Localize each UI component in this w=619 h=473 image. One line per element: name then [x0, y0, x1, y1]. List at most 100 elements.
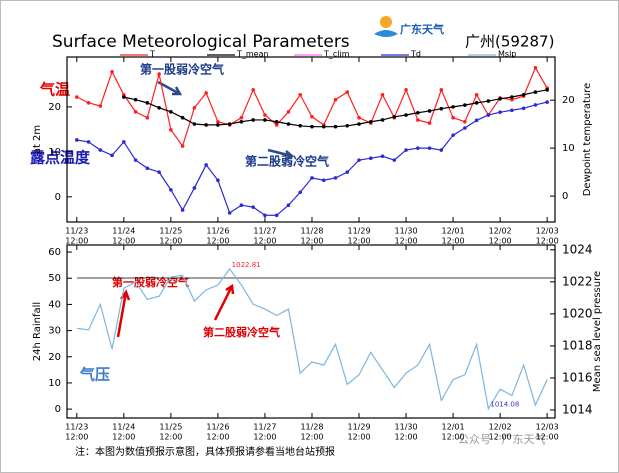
point: [510, 97, 514, 102]
point: [404, 113, 408, 117]
point: [392, 114, 397, 119]
x-tick-sublabel: 12:00: [536, 433, 559, 442]
note: 气压: [79, 366, 110, 384]
point: [345, 123, 350, 128]
x-tick-label: 11/29: [347, 423, 370, 432]
point: [192, 122, 197, 126]
plot-frame: [66, 56, 556, 223]
y2-tick-label: 10: [562, 143, 575, 154]
point: [274, 123, 279, 127]
y-axis-label: at 2m: [32, 125, 43, 154]
x-tick-label: 11/30: [395, 227, 418, 236]
point: [416, 118, 420, 122]
point: [263, 113, 267, 117]
point: [321, 124, 326, 129]
point: [333, 176, 338, 180]
point: [145, 101, 150, 105]
legend-label: T_clim: [323, 50, 350, 59]
x-tick-label: 11/24: [112, 227, 135, 236]
point: [310, 114, 314, 119]
point: [474, 118, 479, 123]
point: [380, 154, 385, 159]
y-axis-label: 24h Rainfall: [32, 302, 43, 361]
note: 第二股弱冷空气: [203, 325, 280, 339]
point: [239, 203, 244, 208]
x-tick-label: 11/28: [300, 423, 323, 432]
point: [86, 140, 91, 144]
x-tick-sublabel: 12:00: [489, 433, 512, 442]
point: [357, 122, 361, 126]
y2-axis-label: Mean sea level pressure: [592, 271, 603, 392]
x-tick-label: 11/25: [159, 423, 182, 432]
footer: 注：本图为数值预报示意图，具体预报请参看当地台站预报: [75, 445, 335, 458]
x-tick-label: 11/26: [206, 227, 229, 236]
x-tick-sublabel: 12:00: [159, 237, 182, 246]
point: [404, 148, 408, 152]
x-tick-sublabel: 12:00: [300, 433, 323, 442]
y-tick-label: 0: [55, 192, 61, 203]
point: [180, 115, 185, 120]
point: [392, 158, 397, 162]
x-tick-label: 12/03: [536, 423, 559, 432]
point: [510, 95, 514, 99]
x-tick-label: 11/23: [65, 227, 88, 236]
point: [357, 115, 361, 120]
plot-frame: [66, 244, 556, 419]
point: [298, 92, 303, 97]
point: [533, 90, 538, 94]
x-tick-sublabel: 12:00: [159, 433, 182, 442]
legend-label: Td: [410, 50, 421, 59]
x-tick-sublabel: 12:00: [489, 237, 512, 246]
point: [474, 101, 479, 105]
point: [333, 124, 338, 129]
point: [310, 176, 314, 180]
point: [286, 110, 291, 114]
logo-icon: [374, 16, 398, 37]
point: [98, 104, 103, 108]
x-tick-sublabel: 12:00: [536, 237, 559, 246]
x-tick-sublabel: 12:00: [65, 433, 88, 442]
point: [286, 203, 291, 208]
point: [192, 106, 197, 110]
point: [227, 211, 232, 215]
x-tick-sublabel: 12:00: [253, 237, 276, 246]
y-tick-label: 10: [48, 378, 61, 389]
note: 露点温度: [30, 149, 91, 167]
point: [463, 119, 467, 124]
point: [204, 123, 208, 127]
point: [133, 158, 138, 162]
point: [345, 90, 350, 94]
point: [204, 163, 208, 167]
point: [286, 122, 291, 126]
point: [145, 166, 150, 171]
y-tick-label: 20: [48, 102, 61, 113]
x-tick-label: 11/27: [253, 227, 276, 236]
y2-tick-label: 1014: [562, 402, 593, 416]
y-tick-label: 60: [48, 247, 61, 258]
x-tick-sublabel: 12:00: [112, 433, 135, 442]
x-tick-label: 12/02: [489, 227, 512, 236]
point: [227, 122, 232, 126]
point: [298, 190, 303, 195]
point: [345, 170, 350, 174]
point: [133, 110, 138, 114]
legend-label: Mslp: [498, 50, 516, 59]
y-tick-label: 20: [48, 352, 61, 363]
point: [498, 97, 502, 101]
legend-label: T: [149, 50, 155, 59]
point: [510, 108, 514, 113]
x-tick-label: 11/26: [206, 423, 229, 432]
point: [180, 208, 185, 212]
point: [368, 119, 373, 124]
y2-tick-label: 1016: [562, 370, 593, 384]
point: [86, 101, 91, 105]
y2-tick-label: 1018: [562, 338, 593, 352]
legend-label: T_mean: [236, 50, 269, 59]
x-tick-sublabel: 12:00: [112, 237, 135, 246]
point: [74, 138, 79, 142]
point: [110, 70, 114, 74]
point: [451, 133, 455, 137]
point: [474, 92, 479, 97]
point: [169, 128, 173, 132]
